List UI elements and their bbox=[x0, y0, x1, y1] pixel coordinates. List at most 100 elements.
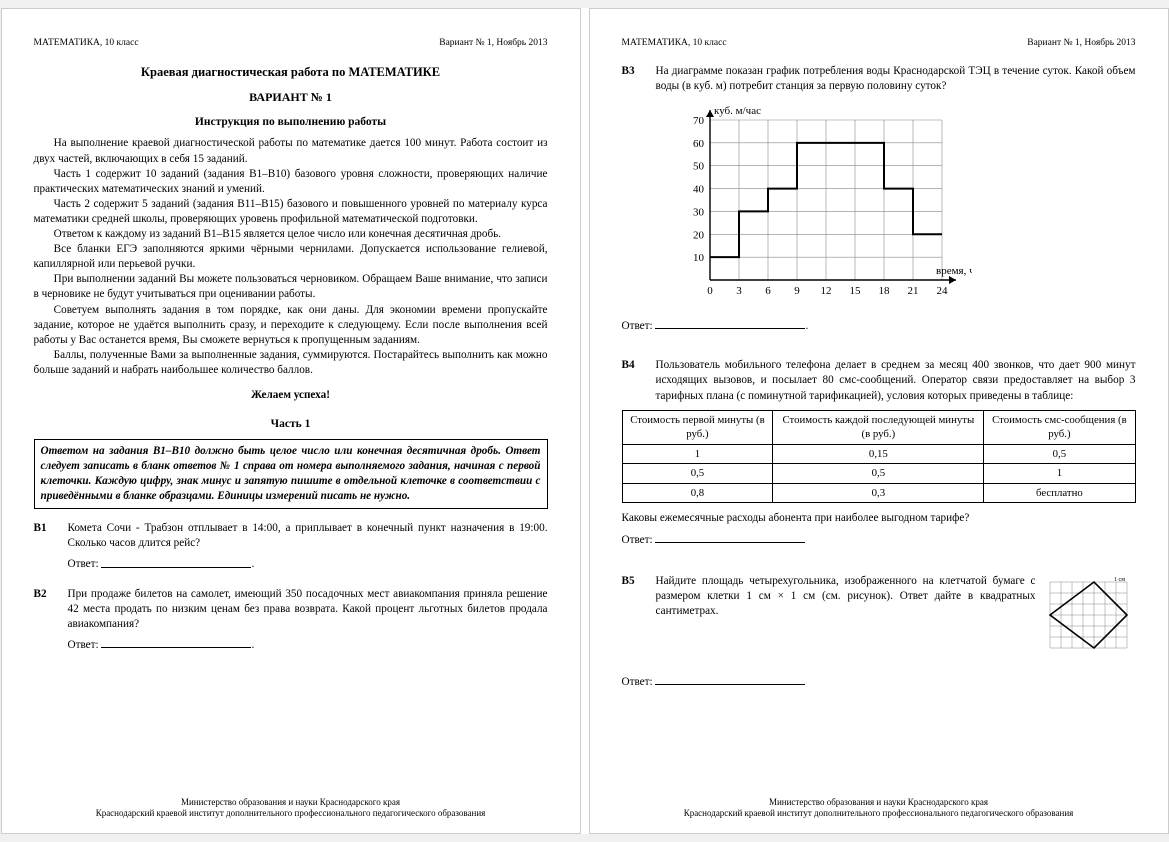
svg-text:время, час: время, час bbox=[936, 265, 972, 277]
page-header: МАТЕМАТИКА, 10 класс Вариант № 1, Ноябрь… bbox=[34, 37, 548, 50]
svg-text:1 см: 1 см bbox=[1114, 577, 1125, 583]
task-b2-label: В2 bbox=[34, 587, 58, 632]
task-b3-label: В3 bbox=[622, 64, 646, 94]
footer-line2: Краснодарский краевой институт дополните… bbox=[590, 808, 1168, 819]
task-b1-text: Комета Сочи - Трабзон отплывает в 14:00,… bbox=[68, 521, 548, 551]
footer-line2: Краснодарский краевой институт дополните… bbox=[2, 808, 580, 819]
instr-p1: На выполнение краевой диагностической ра… bbox=[34, 136, 548, 166]
svg-text:6: 6 bbox=[765, 285, 771, 297]
table-row: 0,80,3бесплатно bbox=[622, 483, 1135, 503]
task-b5-text: Найдите площадь четырехугольника, изобра… bbox=[656, 574, 1036, 619]
task-b1-label: В1 bbox=[34, 521, 58, 551]
page-right: МАТЕМАТИКА, 10 класс Вариант № 1, Ноябрь… bbox=[589, 8, 1169, 834]
table-cell: 1 bbox=[622, 444, 773, 464]
table-row: 0,50,51 bbox=[622, 464, 1135, 484]
table-cell: бесплатно bbox=[984, 483, 1135, 503]
table-cell: 1 bbox=[984, 464, 1135, 484]
table-cell: 0,15 bbox=[773, 444, 984, 464]
task-b4-label: В4 bbox=[622, 358, 646, 403]
answer-format-box: Ответом на задания В1–В10 должно быть це… bbox=[34, 439, 548, 509]
task-b5: В5 Найдите площадь четырехугольника, изо… bbox=[622, 574, 1136, 659]
answer-label: Ответ: bbox=[68, 559, 102, 571]
svg-text:10: 10 bbox=[693, 252, 705, 264]
instr-p7: Советуем выполнять задания в том порядке… bbox=[34, 303, 548, 348]
instr-p4: Ответом к каждому из заданий В1–В15 явля… bbox=[34, 227, 548, 242]
table-header: Стоимость смс-сообщения (в руб.) bbox=[984, 410, 1135, 444]
answer-blank bbox=[655, 533, 805, 543]
page-header: МАТЕМАТИКА, 10 класс Вариант № 1, Ноябрь… bbox=[622, 37, 1136, 50]
part1-title: Часть 1 bbox=[34, 417, 548, 433]
svg-text:18: 18 bbox=[878, 285, 890, 297]
svg-text:15: 15 bbox=[849, 285, 861, 297]
task-b1: В1 Комета Сочи - Трабзон отплывает в 14:… bbox=[34, 521, 548, 551]
instr-p2: Часть 1 содержит 10 заданий (задания В1–… bbox=[34, 167, 548, 197]
page-footer: Министерство образования и науки Краснод… bbox=[590, 797, 1168, 819]
task-b5-label: В5 bbox=[622, 574, 646, 659]
svg-text:3: 3 bbox=[736, 285, 742, 297]
svg-text:60: 60 bbox=[693, 138, 705, 150]
header-right: Вариант № 1, Ноябрь 2013 bbox=[439, 37, 547, 50]
header-left: МАТЕМАТИКА, 10 класс bbox=[622, 37, 727, 50]
instruction-title: Инструкция по выполнению работы bbox=[34, 115, 548, 131]
answer-label: Ответ: bbox=[622, 320, 656, 332]
answer-b2: Ответ: . bbox=[68, 638, 548, 653]
answer-blank bbox=[655, 675, 805, 685]
doc-title: Краевая диагностическая работа по МАТЕМА… bbox=[34, 64, 548, 81]
table-header: Стоимость каждой последующей минуты (в р… bbox=[773, 410, 984, 444]
task-b4: В4 Пользователь мобильного телефона дела… bbox=[622, 358, 1136, 403]
table-header: Стоимость первой минуты (в руб.) bbox=[622, 410, 773, 444]
b5-svg: 1 см bbox=[1046, 574, 1136, 654]
svg-text:21: 21 bbox=[907, 285, 918, 297]
chart-svg: 10 20 30 40 50 60 70 0 3 6 9 12 15 18 21 24 куб. м/час вр… bbox=[672, 100, 972, 310]
variant-title: ВАРИАНТ № 1 bbox=[34, 89, 548, 105]
b5-figure: 1 см bbox=[1046, 574, 1136, 659]
table-cell: 0,5 bbox=[984, 444, 1135, 464]
two-page-spread: МАТЕМАТИКА, 10 класс Вариант № 1, Ноябрь… bbox=[1, 8, 1169, 834]
instr-p5: Все бланки ЕГЭ заполняются яркими чёрным… bbox=[34, 242, 548, 272]
wish-text: Желаем успеха! bbox=[34, 388, 548, 403]
answer-b4: Ответ: bbox=[622, 533, 1136, 548]
answer-label: Ответ: bbox=[68, 639, 102, 651]
water-chart: 10 20 30 40 50 60 70 0 3 6 9 12 15 18 21 24 куб. м/час вр… bbox=[672, 100, 1136, 315]
answer-blank bbox=[655, 319, 805, 329]
task-b4-text: Пользователь мобильного телефона делает … bbox=[656, 358, 1136, 403]
svg-text:24: 24 bbox=[936, 285, 948, 297]
task-b2-text: При продаже билетов на самолет, имеющий … bbox=[68, 587, 548, 632]
header-left: МАТЕМАТИКА, 10 класс bbox=[34, 37, 139, 50]
svg-text:куб. м/час: куб. м/час bbox=[714, 105, 761, 117]
page-footer: Министерство образования и науки Краснод… bbox=[2, 797, 580, 819]
task-b2: В2 При продаже билетов на самолет, имеющ… bbox=[34, 587, 548, 632]
tariff-table: Стоимость первой минуты (в руб.)Стоимост… bbox=[622, 410, 1136, 504]
instr-p6: При выполнении заданий Вы можете пользов… bbox=[34, 272, 548, 302]
svg-text:40: 40 bbox=[693, 184, 705, 196]
answer-b3: Ответ: . bbox=[622, 319, 1136, 334]
answer-blank bbox=[101, 557, 251, 567]
task-b3: В3 На диаграмме показан график потреблен… bbox=[622, 64, 1136, 94]
answer-b5: Ответ: bbox=[622, 675, 1136, 690]
task-b3-text: На диаграмме показан график потребления … bbox=[656, 64, 1136, 94]
answer-b1: Ответ: . bbox=[68, 557, 548, 572]
header-right: Вариант № 1, Ноябрь 2013 bbox=[1027, 37, 1135, 50]
b4-question: Каковы ежемесячные расходы абонента при … bbox=[622, 511, 1136, 526]
svg-text:50: 50 bbox=[693, 161, 705, 173]
svg-text:9: 9 bbox=[794, 285, 800, 297]
table-cell: 0,5 bbox=[622, 464, 773, 484]
svg-text:70: 70 bbox=[693, 115, 705, 127]
answer-label: Ответ: bbox=[622, 534, 656, 546]
svg-text:30: 30 bbox=[693, 206, 705, 218]
footer-line1: Министерство образования и науки Краснод… bbox=[590, 797, 1168, 808]
answer-label: Ответ: bbox=[622, 676, 656, 688]
answer-blank bbox=[101, 638, 251, 648]
instr-p8: Баллы, полученные Вами за выполненные за… bbox=[34, 348, 548, 378]
footer-line1: Министерство образования и науки Краснод… bbox=[2, 797, 580, 808]
instruction-block: На выполнение краевой диагностической ра… bbox=[34, 136, 548, 378]
instr-p3: Часть 2 содержит 5 заданий (задания В11–… bbox=[34, 197, 548, 227]
svg-text:12: 12 bbox=[820, 285, 831, 297]
page-left: МАТЕМАТИКА, 10 класс Вариант № 1, Ноябрь… bbox=[1, 8, 581, 834]
table-cell: 0,8 bbox=[622, 483, 773, 503]
table-cell: 0,5 bbox=[773, 464, 984, 484]
table-cell: 0,3 bbox=[773, 483, 984, 503]
svg-text:20: 20 bbox=[693, 229, 705, 241]
table-row: 10,150,5 bbox=[622, 444, 1135, 464]
svg-text:0: 0 bbox=[707, 285, 713, 297]
